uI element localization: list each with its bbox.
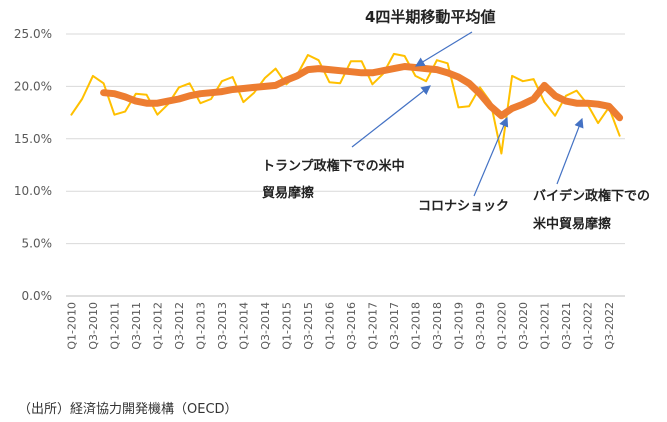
y-tick-label: 0.0% [22, 289, 53, 303]
y-tick-label: 20.0% [14, 79, 52, 93]
x-tick-label: Q3-2017 [388, 302, 401, 350]
series-lines [70, 52, 624, 155]
biden-annotation-line1: バイデン政権下での [533, 188, 650, 204]
moving-average-label: 4四半期移動平均値 [365, 8, 495, 26]
x-tick-label: Q1-2019 [452, 302, 465, 350]
x-tick-label: Q1-2010 [65, 302, 78, 350]
y-tick-label: 15.0% [14, 132, 52, 146]
trump-arrow [351, 85, 431, 148]
covid-arrow [473, 116, 509, 197]
x-tick-label: Q1-2022 [581, 302, 594, 350]
x-tick-label: Q3-2014 [259, 302, 272, 350]
y-tick-label: 25.0% [14, 27, 52, 41]
x-tick-label: Q1-2016 [323, 302, 336, 350]
x-tick-label: Q1-2011 [108, 302, 121, 350]
series-line-moving-average [100, 63, 624, 122]
moving-average-arrow [414, 31, 473, 67]
x-tick-label: Q1-2013 [194, 302, 207, 350]
biden-annotation-line2: 米中貿易摩擦 [533, 216, 611, 232]
x-tick-label: Q3-2020 [517, 302, 530, 350]
x-tick-label: Q3-2022 [603, 302, 616, 350]
x-tick-label: Q1-2012 [151, 302, 164, 350]
x-tick-label: Q3-2019 [474, 302, 487, 350]
y-tick-label: 5.0% [22, 237, 53, 251]
x-tick-label: Q1-2020 [495, 302, 508, 350]
x-tick-label: Q3-2012 [173, 302, 186, 350]
x-tick-label: Q3-2021 [560, 302, 573, 350]
y-tick-label: 10.0% [14, 184, 52, 198]
x-tick-label: Q1-2018 [409, 302, 422, 350]
covid-annotation: コロナショック [418, 199, 509, 214]
x-tick-label: Q3-2018 [431, 302, 444, 350]
x-tick-label: Q3-2010 [87, 302, 100, 350]
x-axis-ticks: Q1-2010 Q3-2010 Q1-2011 Q3-2011 Q1-2012 Q3-20… [65, 302, 616, 350]
x-tick-label: Q3-2013 [216, 302, 229, 350]
x-tick-label: Q3-2011 [130, 302, 143, 350]
trump-annotation-line2: 貿易摩擦 [262, 185, 314, 201]
x-tick-label: Q1-2017 [366, 302, 379, 350]
trump-annotation-line1: トランプ政権下での米中 [262, 158, 405, 174]
source-note: （出所）経済協力開発機構（OECD） [18, 402, 238, 417]
y-axis-ticks: 0.0% 5.0% 10.0% 15.0% 20.0% 25.0% [14, 27, 52, 303]
biden-arrow [556, 117, 584, 185]
grid-lines [66, 33, 625, 297]
x-tick-label: Q1-2015 [280, 302, 293, 350]
x-tick-label: Q1-2014 [237, 302, 250, 350]
x-tick-label: Q3-2016 [345, 302, 358, 350]
x-tick-label: Q3-2015 [302, 302, 315, 350]
x-tick-label: Q1-2021 [538, 302, 551, 350]
